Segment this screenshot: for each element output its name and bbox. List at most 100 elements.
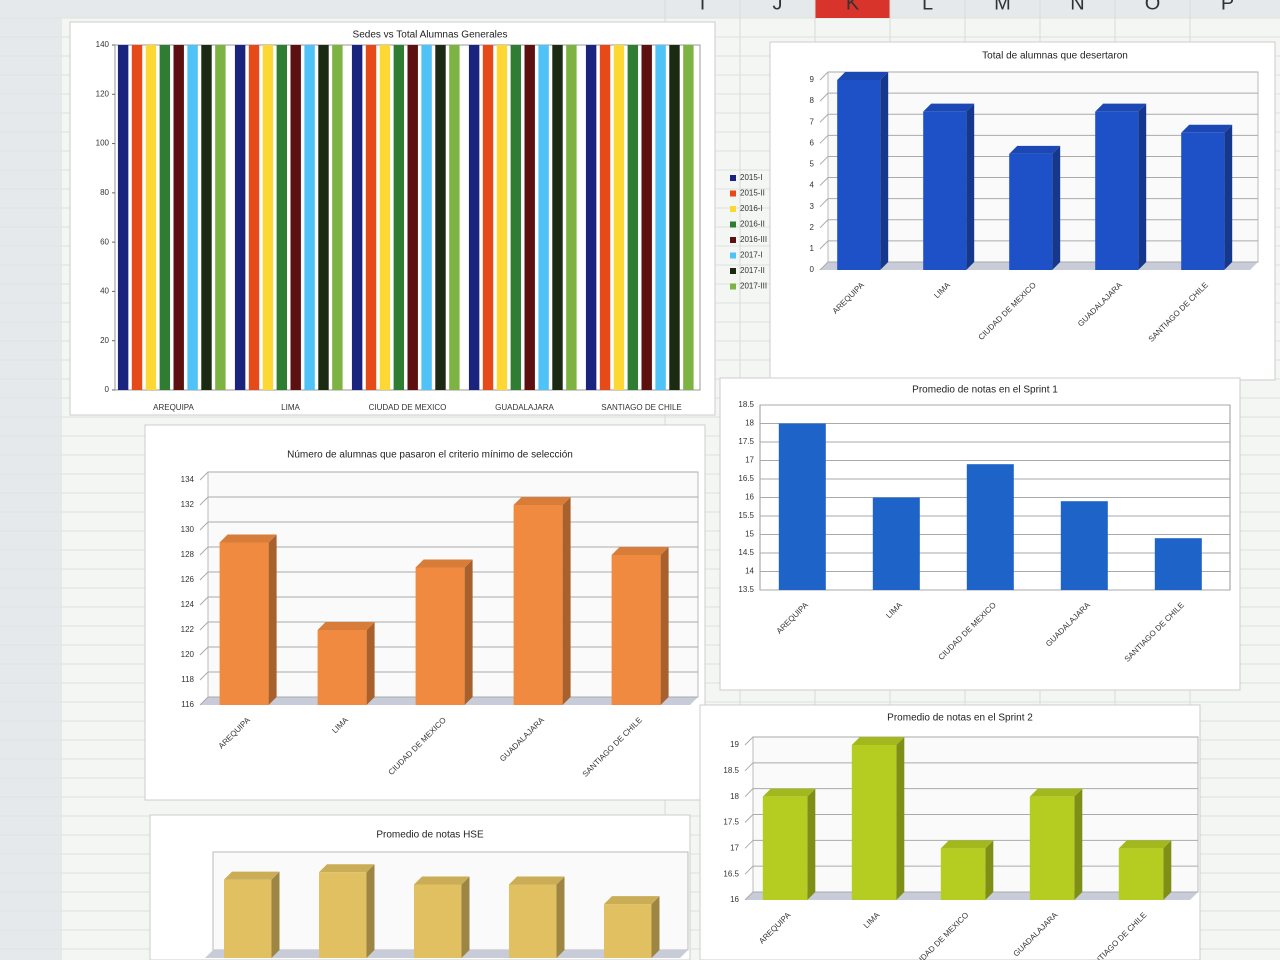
- bar: [683, 45, 694, 390]
- column-label: L: [922, 0, 933, 14]
- y-tick-label: 80: [100, 188, 109, 197]
- bar: [187, 45, 198, 390]
- y-tick-label: 17.5: [723, 818, 739, 827]
- x-tick-label: CIUDAD DE MEXICO: [369, 403, 447, 412]
- bar: [131, 45, 143, 390]
- bar: [538, 45, 549, 390]
- bar: [201, 45, 212, 390]
- y-tick-label: 120: [181, 650, 195, 659]
- y-tick-label: 5: [810, 160, 815, 169]
- bar-side: [562, 497, 571, 705]
- bar-top: [923, 103, 975, 112]
- grid-line: [744, 736, 1198, 746]
- bar-side: [1074, 788, 1083, 900]
- bar: [524, 45, 535, 390]
- bar: [435, 45, 446, 390]
- y-tick-label: 18.5: [723, 766, 739, 775]
- legend-swatch: [730, 190, 736, 197]
- bar: [669, 45, 680, 390]
- legend-label: 2017-II: [740, 266, 765, 275]
- bar: [415, 567, 465, 705]
- bar: [414, 884, 462, 958]
- column-label: P: [1221, 0, 1234, 14]
- bar-side: [807, 788, 816, 900]
- bar: [613, 45, 625, 390]
- bar-side: [268, 534, 277, 705]
- selected-column-header: [815, 0, 890, 18]
- bar: [234, 45, 246, 390]
- chart-title: Número de alumnas que pasaron el criteri…: [287, 450, 573, 461]
- y-tick-label: 19: [730, 740, 739, 749]
- bar-top: [1009, 145, 1061, 154]
- bar-top: [762, 788, 816, 797]
- bar: [1009, 153, 1053, 270]
- y-tick-label: 126: [181, 575, 195, 584]
- bar-side: [1224, 124, 1233, 271]
- bar: [468, 45, 480, 390]
- bar: [248, 45, 260, 390]
- bar-side: [896, 737, 905, 900]
- bar: [1029, 796, 1075, 900]
- bar-side: [461, 876, 470, 958]
- bar: [1181, 132, 1225, 270]
- legend-swatch: [730, 283, 736, 290]
- bar: [778, 423, 826, 590]
- bar: [599, 45, 611, 390]
- y-tick-label: 9: [810, 75, 815, 84]
- bar: [407, 45, 418, 390]
- bar-side: [271, 871, 280, 958]
- legend-label: 2017-III: [740, 282, 767, 291]
- bar-side: [1138, 103, 1147, 271]
- bar: [145, 45, 157, 390]
- chart-title: Sedes vs Total Alumnas Generales: [353, 30, 508, 41]
- chart-title: Promedio de notas en el Sprint 1: [912, 385, 1058, 396]
- bar-side: [366, 864, 375, 958]
- x-tick-label: AREQUIPA: [153, 403, 194, 412]
- chart-title: Total de alumnas que desertaron: [982, 51, 1128, 62]
- bar: [318, 45, 329, 390]
- bar: [641, 45, 652, 390]
- y-tick-label: 130: [181, 525, 195, 534]
- y-tick-label: 100: [96, 139, 110, 148]
- grid-line: [744, 762, 1198, 772]
- bar-top: [1181, 124, 1233, 133]
- bar-top: [1095, 103, 1147, 112]
- bar: [262, 45, 274, 390]
- legend-swatch: [730, 237, 736, 243]
- y-tick-label: 18.5: [738, 400, 754, 409]
- bar: [940, 848, 986, 900]
- bar: [117, 45, 129, 390]
- bar-side: [1052, 145, 1061, 270]
- legend-swatch: [730, 206, 736, 212]
- column-label: I: [700, 0, 706, 14]
- bar: [379, 45, 391, 390]
- y-tick-label: 15.5: [738, 511, 754, 520]
- bar-top: [224, 871, 280, 880]
- bar: [332, 45, 343, 390]
- grid-line: [819, 71, 1258, 81]
- bar-side: [985, 840, 994, 900]
- y-tick-label: 132: [181, 500, 195, 509]
- bar-top: [851, 737, 905, 745]
- bar: [159, 45, 171, 390]
- bar-side: [880, 72, 889, 270]
- column-label: M: [994, 0, 1011, 14]
- bar: [655, 45, 666, 390]
- bar: [1095, 111, 1139, 271]
- legend-label: 2016-III: [740, 235, 767, 244]
- legend-swatch: [730, 268, 736, 274]
- y-tick-label: 14.5: [738, 548, 754, 557]
- column-label: O: [1145, 0, 1161, 14]
- bar: [552, 45, 563, 390]
- bar: [496, 45, 508, 390]
- y-tick-label: 0: [105, 385, 110, 394]
- bar: [509, 884, 557, 958]
- bar-top: [604, 896, 660, 905]
- bar-side: [966, 103, 975, 271]
- bar: [224, 879, 272, 958]
- y-tick-label: 140: [96, 40, 110, 49]
- y-tick-label: 7: [810, 117, 815, 126]
- y-tick-label: 20: [100, 336, 109, 345]
- bar: [851, 745, 897, 900]
